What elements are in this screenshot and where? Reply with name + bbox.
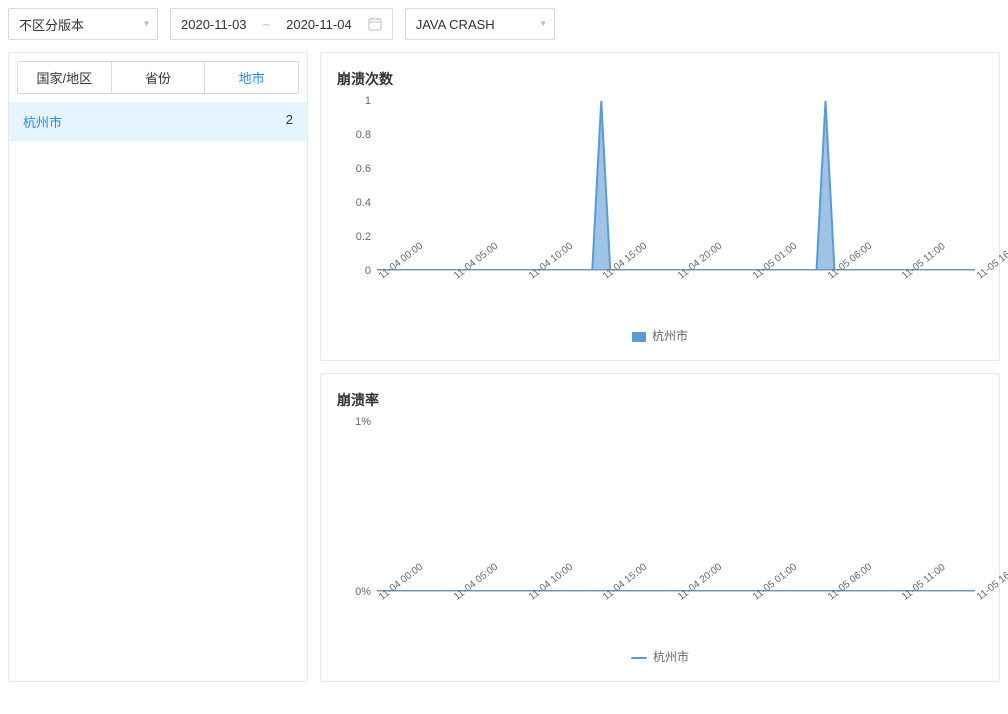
crash-rate-title: 崩溃率 [337, 390, 983, 410]
crash-rate-chart: 0%1% 11-04 00:0011-04 05:0011-04 10:0011… [337, 422, 983, 642]
crash-count-card: 崩溃次数 00.20.40.60.81 11-04 00:0011-04 05:… [320, 52, 1000, 361]
tab-city[interactable]: 地市 [205, 62, 298, 93]
y-tick: 0% [337, 586, 371, 598]
region-tabs: 国家/地区省份地市 [17, 61, 299, 94]
y-tick: 1% [337, 416, 371, 428]
y-tick: 0.4 [337, 197, 371, 209]
region-panel: 国家/地区省份地市 杭州市 2 [8, 52, 308, 682]
version-select-label: 不区分版本 [19, 15, 84, 34]
crash-rate-legend: 杭州市 [337, 648, 983, 665]
version-select[interactable]: 不区分版本 ▾ [8, 8, 158, 40]
chevron-down-icon: ▾ [144, 19, 149, 30]
y-tick: 0 [337, 265, 371, 277]
crash-type-label: JAVA CRASH [416, 17, 495, 32]
x-tick: 11-05 16:00 [975, 562, 1008, 603]
date-start: 2020-11-03 [181, 17, 247, 32]
legend-swatch-icon [632, 332, 646, 342]
tab-country[interactable]: 国家/地区 [18, 62, 112, 93]
date-range-picker[interactable]: 2020-11-03 ~ 2020-11-04 [170, 8, 393, 40]
crash-count-legend: 杭州市 [337, 327, 983, 344]
chevron-down-icon: ▾ [541, 19, 546, 30]
crash-count-chart: 00.20.40.60.81 11-04 00:0011-04 05:0011-… [337, 101, 983, 321]
y-tick: 1 [337, 95, 371, 107]
crash-count-title: 崩溃次数 [337, 69, 983, 89]
legend-label: 杭州市 [652, 329, 688, 343]
city-count: 2 [286, 112, 293, 131]
y-tick: 0.2 [337, 231, 371, 243]
crash-rate-card: 崩溃率 0%1% 11-04 00:0011-04 05:0011-04 10:… [320, 373, 1000, 682]
calendar-icon [368, 17, 382, 31]
y-tick: 0.6 [337, 163, 371, 175]
list-item[interactable]: 杭州市 2 [9, 102, 307, 141]
x-tick: 11-05 16:00 [975, 241, 1008, 282]
y-tick: 0.8 [337, 129, 371, 141]
date-end: 2020-11-04 [286, 17, 352, 32]
filter-bar: 不区分版本 ▾ 2020-11-03 ~ 2020-11-04 JAVA CRA… [8, 8, 1000, 40]
city-list: 杭州市 2 [9, 102, 307, 141]
legend-label: 杭州市 [653, 650, 689, 664]
city-name: 杭州市 [23, 112, 62, 131]
tilde-separator: ~ [263, 17, 271, 32]
tab-province[interactable]: 省份 [112, 62, 206, 93]
crash-type-select[interactable]: JAVA CRASH ▾ [405, 8, 555, 40]
legend-line-icon [631, 654, 647, 662]
